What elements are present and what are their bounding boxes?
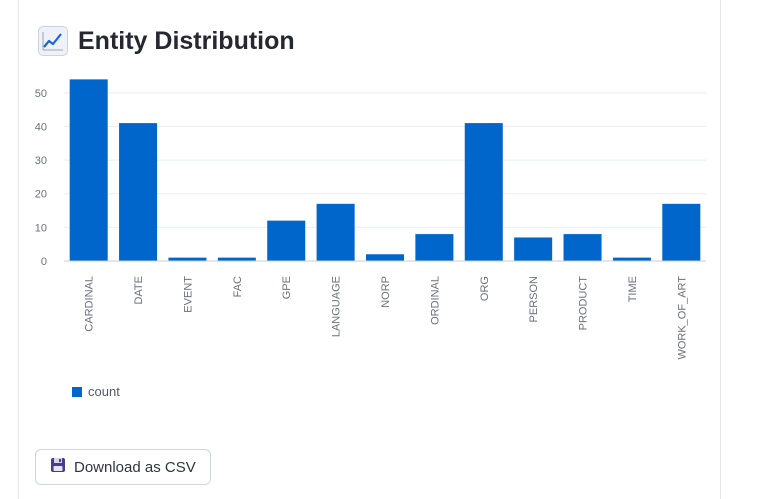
y-tick-label: 30 — [35, 155, 47, 167]
legend-label: count — [88, 384, 120, 399]
chart-legend: count — [72, 384, 120, 399]
y-tick-label: 40 — [35, 121, 47, 133]
bar — [612, 257, 651, 261]
bar — [119, 123, 158, 261]
download-csv-label: Download as CSV — [74, 458, 196, 476]
content-panel — [18, 0, 721, 499]
x-tick-label: PERSON — [528, 276, 540, 323]
bar-chart: 0 10 20 30 40 50 CARDINAL DATE EVENT FAC GPE LANGUA… — [35, 79, 706, 360]
x-tick-label: NORP — [380, 276, 392, 308]
x-tick-label: LANGUAGE — [331, 276, 343, 337]
x-tick-label: EVENT — [182, 276, 194, 313]
x-tick-label: GPE — [281, 276, 293, 299]
y-tick-label: 50 — [35, 88, 47, 100]
x-tick-label: FAC — [232, 276, 244, 297]
x-tick-label: TIME — [627, 276, 639, 302]
x-tick-label: CARDINAL — [84, 276, 96, 332]
bar — [662, 203, 701, 261]
bar — [168, 257, 207, 261]
page-title: Entity Distribution — [78, 26, 295, 55]
x-tick-label: ORG — [479, 276, 491, 301]
x-tick-label: WORK_OF_ART — [676, 276, 688, 360]
bar — [415, 234, 454, 261]
bar — [267, 220, 306, 261]
y-tick-label: 0 — [41, 256, 47, 268]
bar — [464, 123, 503, 261]
bar — [365, 254, 405, 261]
y-tick-label: 20 — [35, 189, 47, 201]
x-tick-label: PRODUCT — [578, 276, 590, 331]
chart-increasing-icon — [38, 26, 68, 56]
bar — [514, 237, 553, 261]
bar — [217, 257, 256, 261]
x-tick-label: ORDINAL — [429, 276, 441, 325]
download-csv-button[interactable]: Download as CSV — [35, 449, 211, 485]
bar — [316, 203, 355, 261]
y-tick-label: 10 — [35, 222, 47, 234]
section-header: Entity Distribution — [38, 26, 295, 56]
bar — [563, 234, 602, 261]
floppy-disk-icon — [50, 457, 66, 477]
legend-swatch — [72, 386, 82, 397]
x-tick-label: DATE — [133, 276, 145, 305]
bar — [69, 79, 108, 261]
